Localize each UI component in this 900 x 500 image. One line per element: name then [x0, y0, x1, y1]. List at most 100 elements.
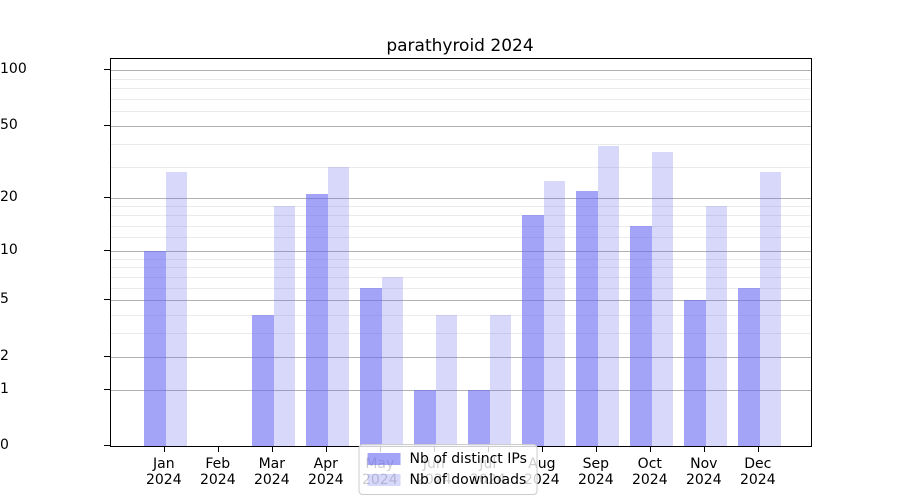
major-gridline: [111, 198, 811, 200]
minor-gridline: [111, 315, 811, 316]
bar-distinct-ips-jun: [414, 389, 436, 446]
legend-label-downloads: Nb of downloads: [409, 472, 527, 488]
bar-downloads-sep: [597, 145, 620, 446]
x-tick-year: 2024: [307, 472, 344, 488]
x-tick-month: Jan: [152, 456, 175, 472]
x-tick-label-jan: Jan 2024: [146, 456, 182, 488]
bar-downloads-dec: [759, 171, 782, 446]
x-tick-year: 2024: [685, 472, 722, 488]
x-tick-year: 2024: [145, 472, 182, 488]
x-tick-month: Sep: [582, 456, 609, 472]
x-tick-month: Oct: [637, 456, 662, 472]
x-tick-mark: [217, 446, 219, 452]
x-tick-mark: [325, 446, 327, 452]
x-tick-label-oct: Oct 2024: [632, 456, 668, 488]
bar-downloads-jan: [165, 171, 188, 446]
x-tick-year: 2024: [631, 472, 668, 488]
minor-gridline: [111, 237, 811, 239]
x-tick-label-dec: Dec 2024: [740, 456, 776, 488]
x-tick-label-feb: Feb 2024: [200, 456, 236, 488]
bar-downloads-apr: [327, 166, 350, 446]
major-gridline: [111, 250, 811, 252]
bar-downloads-aug: [543, 180, 566, 446]
bar-distinct-ips-jan: [144, 250, 166, 446]
x-tick-mark: [163, 446, 165, 452]
x-tick-mark: [541, 446, 543, 452]
y-tick-label: 10: [0, 241, 18, 258]
y-tick-mark: [104, 124, 110, 126]
legend-swatch-distinct-ips: [367, 453, 401, 465]
y-tick-mark: [104, 299, 110, 301]
minor-gridline: [111, 215, 811, 217]
x-tick-mark: [649, 446, 651, 452]
bar-downloads-nov: [705, 206, 728, 446]
chart-title: parathyroid 2024: [386, 36, 534, 56]
x-tick-year: 2024: [253, 472, 290, 488]
y-tick-label: 50: [0, 116, 18, 133]
x-tick-mark: [271, 446, 273, 452]
legend-label-distinct-ips: Nb of distinct IPs: [409, 451, 527, 467]
x-tick-month: Dec: [744, 456, 772, 472]
bar-downloads-jun: [435, 315, 458, 446]
bar-distinct-ips-aug: [522, 215, 544, 446]
y-tick-label: 100: [0, 61, 27, 78]
x-tick-month: Nov: [690, 456, 718, 472]
x-tick-mark: [595, 446, 597, 452]
major-gridline: [111, 356, 811, 358]
bar-distinct-ips-sep: [576, 190, 598, 446]
major-gridline: [111, 125, 811, 127]
y-tick-mark: [104, 388, 110, 390]
bar-downloads-mar: [273, 206, 296, 446]
legend-item-downloads: Nb of downloads: [367, 472, 527, 488]
minor-gridline: [111, 206, 811, 208]
minor-gridline: [111, 258, 811, 260]
x-tick-month: Apr: [313, 456, 338, 472]
y-tick-label: 0: [0, 437, 9, 453]
legend-swatch-downloads: [367, 474, 401, 486]
y-tick-mark: [104, 197, 110, 199]
x-tick-month: Mar: [258, 456, 286, 472]
bar-distinct-ips-nov: [684, 300, 706, 446]
legend: Nb of distinct IPs Nb of downloads: [358, 444, 538, 495]
bar-downloads-oct: [651, 152, 674, 446]
x-tick-label-mar: Mar 2024: [254, 456, 290, 488]
major-gridline: [111, 389, 811, 391]
bar-distinct-ips-dec: [738, 287, 760, 446]
bar-distinct-ips-oct: [630, 225, 652, 446]
y-tick-label: 1: [0, 380, 9, 397]
minor-gridline: [111, 287, 811, 289]
minor-gridline: [111, 78, 811, 80]
x-tick-year: 2024: [199, 472, 236, 488]
x-tick-month: Feb: [205, 456, 231, 472]
y-tick-mark: [104, 69, 110, 71]
major-gridline: [111, 70, 811, 72]
minor-gridline: [111, 166, 811, 168]
legend-item-distinct-ips: Nb of distinct IPs: [367, 451, 527, 467]
bar-distinct-ips-mar: [252, 315, 274, 446]
y-tick-mark: [104, 355, 110, 357]
minor-gridline: [111, 333, 811, 335]
x-tick-label-sep: Sep 2024: [578, 456, 614, 488]
bar-downloads-may: [381, 276, 404, 446]
minor-gridline: [111, 267, 811, 269]
major-gridline: [111, 300, 811, 302]
minor-gridline: [111, 276, 811, 278]
minor-gridline: [111, 111, 811, 113]
bar-distinct-ips-jul: [468, 389, 490, 446]
bar-distinct-ips-apr: [306, 194, 328, 446]
x-tick-mark: [757, 446, 759, 452]
y-tick-label: 5: [0, 291, 9, 308]
x-tick-label-nov: Nov 2024: [686, 456, 722, 488]
y-tick-mark: [104, 249, 110, 251]
minor-gridline: [111, 225, 811, 227]
x-tick-mark: [703, 446, 705, 452]
minor-gridline: [111, 143, 811, 145]
minor-gridline: [111, 99, 811, 100]
y-tick-mark: [104, 445, 110, 446]
bar-downloads-jul: [489, 315, 512, 446]
minor-gridline: [111, 88, 811, 90]
x-tick-label-apr: Apr 2024: [308, 456, 344, 488]
y-tick-label: 2: [0, 347, 9, 364]
x-tick-year: 2024: [577, 472, 614, 488]
